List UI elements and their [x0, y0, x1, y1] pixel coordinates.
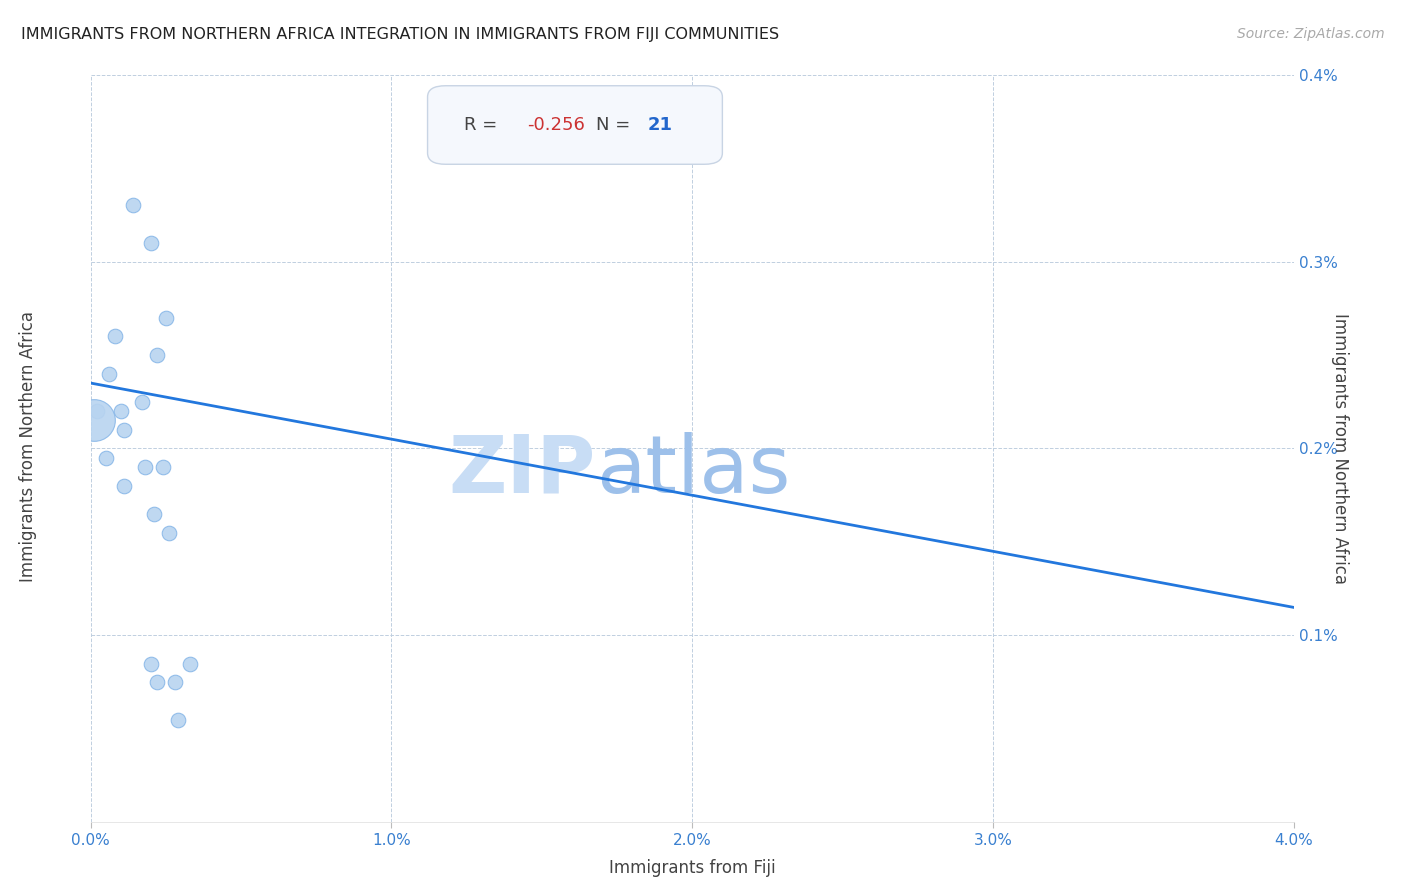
Point: [152, 460, 174, 475]
Point: [134, 460, 156, 475]
X-axis label: Immigrants from Fiji: Immigrants from Fiji: [609, 859, 776, 877]
Point: [166, 713, 188, 727]
Point: [104, 329, 127, 343]
Text: Immigrants from Northern Africa: Immigrants from Northern Africa: [20, 310, 37, 582]
Point: [157, 525, 180, 540]
Point: [142, 507, 165, 521]
Text: ZIP: ZIP: [449, 432, 596, 510]
Point: [179, 657, 201, 671]
Point: [112, 423, 135, 437]
Text: 21: 21: [648, 116, 672, 134]
Point: [146, 348, 169, 362]
Point: [139, 235, 162, 250]
Point: [86, 404, 108, 418]
Text: R =: R =: [464, 116, 503, 134]
Point: [121, 198, 143, 212]
Text: Source: ZipAtlas.com: Source: ZipAtlas.com: [1237, 27, 1385, 41]
Y-axis label: Immigrants from Northern Africa: Immigrants from Northern Africa: [1331, 313, 1348, 584]
Text: IMMIGRANTS FROM NORTHERN AFRICA INTEGRATION IN IMMIGRANTS FROM FIJI COMMUNITIES: IMMIGRANTS FROM NORTHERN AFRICA INTEGRAT…: [21, 27, 779, 42]
Point: [131, 394, 153, 409]
Point: [97, 367, 120, 381]
Point: [94, 450, 117, 465]
Point: [110, 404, 132, 418]
Point: [83, 413, 105, 427]
FancyBboxPatch shape: [427, 86, 723, 164]
Point: [139, 657, 162, 671]
Point: [112, 479, 135, 493]
Point: [163, 675, 186, 690]
Text: N =: N =: [596, 116, 636, 134]
Point: [155, 310, 177, 325]
Text: atlas: atlas: [596, 432, 790, 510]
Point: [146, 675, 169, 690]
Text: -0.256: -0.256: [527, 116, 585, 134]
